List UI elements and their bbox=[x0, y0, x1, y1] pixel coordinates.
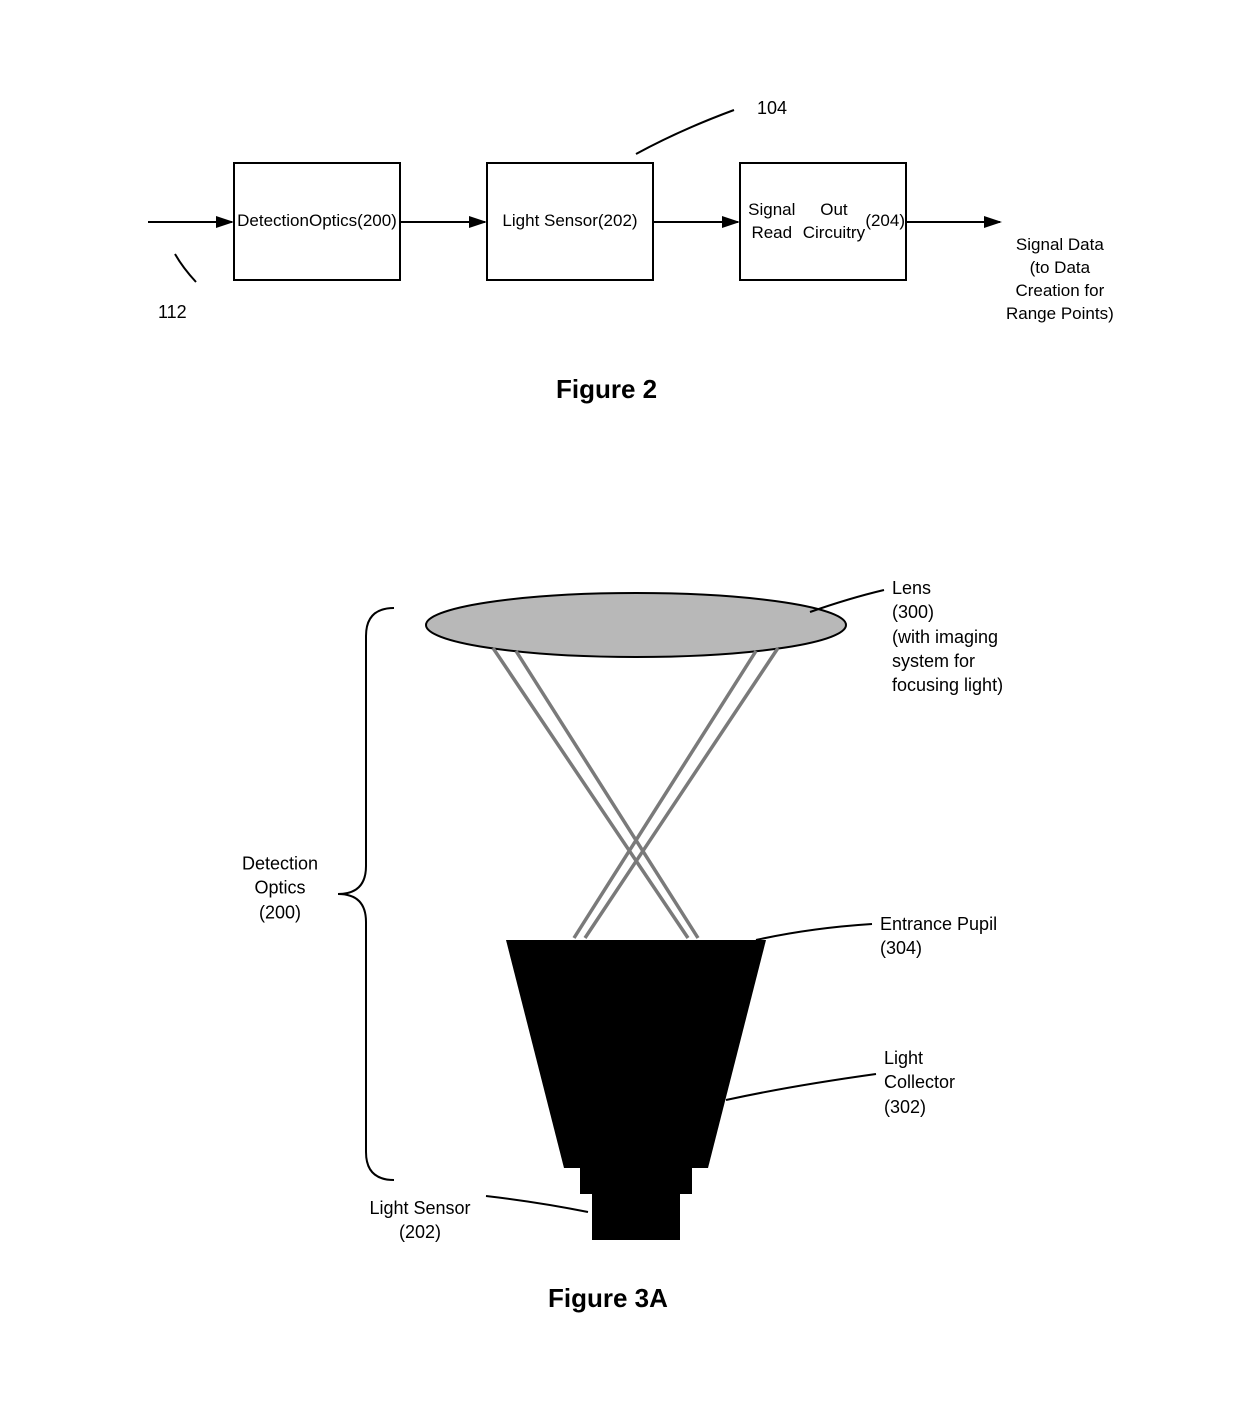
pupil-leader bbox=[756, 924, 872, 940]
lens-leader bbox=[810, 590, 884, 612]
entrance-pupil-label: Entrance Pupil(304) bbox=[880, 912, 997, 961]
block-signal-readout: Signal ReadOut Circuitry(204) bbox=[739, 162, 907, 281]
fig2-output-label: Signal Data(to DataCreation forRange Poi… bbox=[1006, 234, 1114, 326]
collector-leader bbox=[726, 1074, 876, 1100]
fig3a-leaders bbox=[486, 590, 884, 1212]
block-light-sensor: Light Sensor(202) bbox=[486, 162, 654, 281]
sensor-leader bbox=[486, 1196, 588, 1212]
light-collector-shape bbox=[506, 940, 766, 1168]
collector-base-shape bbox=[580, 1168, 692, 1194]
lens-shape bbox=[426, 593, 846, 657]
figure-2-title: Figure 2 bbox=[556, 374, 657, 405]
detection-optics-brace bbox=[338, 608, 394, 1180]
lens-label: Lens(300)(with imagingsystem forfocusing… bbox=[892, 576, 1003, 697]
fig2-104-label: 104 bbox=[757, 96, 787, 120]
light-sensor-label: Light Sensor(202) bbox=[369, 1196, 470, 1245]
block-detection-optics: DetectionOptics(200) bbox=[233, 162, 401, 281]
figure-3a-title: Figure 3A bbox=[548, 1283, 668, 1314]
light-sensor-shape bbox=[592, 1194, 680, 1240]
fig2-112-label: 112 bbox=[158, 300, 187, 324]
detection-optics-label: DetectionOptics(200) bbox=[242, 852, 318, 925]
light-rays bbox=[493, 648, 778, 938]
light-collector-label: LightCollector(302) bbox=[884, 1046, 955, 1119]
